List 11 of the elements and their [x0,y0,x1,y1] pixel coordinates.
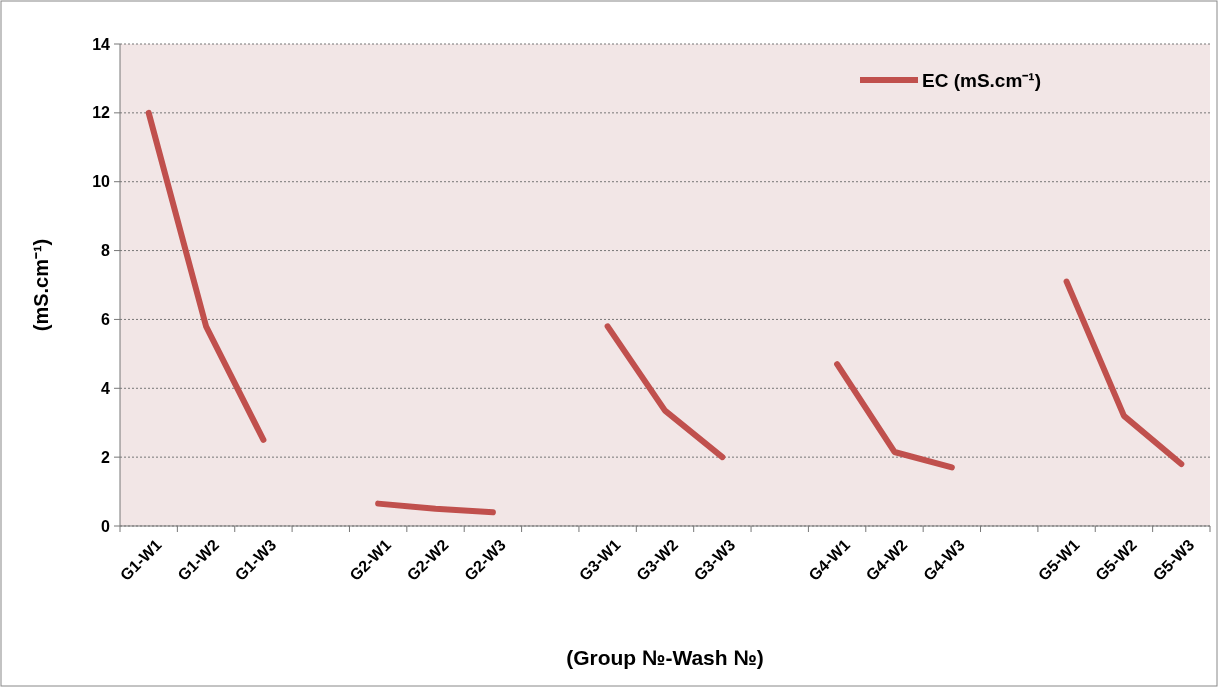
x-axis-title: (Group №-Wash №) [566,646,764,669]
y-tick-label: 2 [101,448,111,466]
y-tick-label: 12 [92,104,111,122]
legend-label: EC (mS.cm⁻¹) [922,69,1041,91]
y-tick-label: 8 [101,242,111,260]
y-tick-label: 4 [101,379,111,397]
y-tick-label: 10 [92,173,111,191]
y-tick-label: 6 [101,311,111,329]
y-tick-label: 0 [101,517,111,535]
y-tick-label: 14 [92,35,111,53]
y-axis-title: (mS.cm⁻¹) [30,238,52,332]
